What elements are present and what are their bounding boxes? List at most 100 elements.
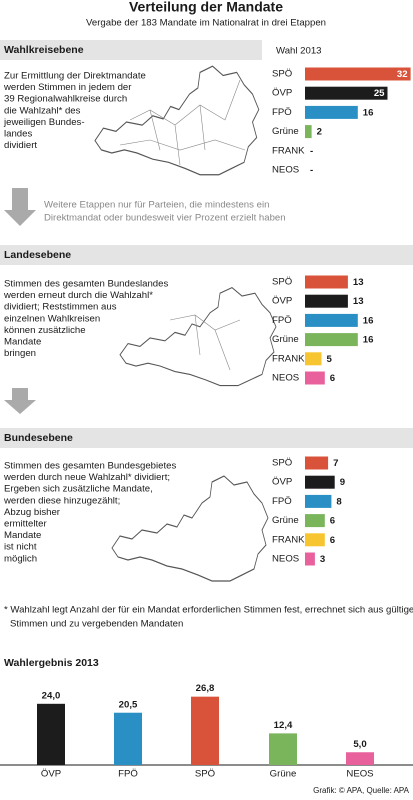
bar-label: FPÖ: [272, 496, 292, 507]
bar: [346, 752, 374, 765]
bar: [305, 313, 358, 327]
bar-label: Grüne: [272, 515, 299, 526]
bar: [305, 371, 325, 385]
section-text: Stimmen des gesamten Bundesgebietes: [4, 461, 176, 472]
section-text: werden Stimmen in jedem der: [3, 82, 132, 93]
value-label: 6: [330, 535, 335, 546]
bar: [305, 333, 358, 347]
section-text: bringen: [4, 348, 36, 359]
map-austria: [94, 65, 260, 176]
value-label: 6: [330, 373, 335, 384]
section-text: dividiert; Reststimmen aus: [4, 302, 117, 313]
value-label: 3: [320, 554, 325, 565]
bar-label: FRANK: [272, 145, 305, 156]
value-label: 9: [340, 477, 345, 488]
section-text: ist nicht: [4, 542, 37, 553]
bar-label: SPÖ: [272, 277, 292, 288]
value-label: 5: [327, 354, 333, 365]
subtitle: Vergabe der 183 Mandate im Nationalrat i…: [86, 18, 326, 29]
x-tick-label: FPÖ: [118, 769, 138, 780]
section-text: landes: [4, 129, 32, 140]
bar-label: NEOS: [272, 554, 299, 565]
section-text: werden erneut durch die Wahlzahl*: [3, 290, 153, 301]
bar: [191, 696, 219, 765]
section-header-bg: [0, 428, 413, 448]
value-label: 5,0: [353, 739, 366, 750]
value-label: 16: [363, 107, 374, 118]
value-label: 25: [374, 88, 385, 99]
section-text: können zusätzliche: [4, 325, 86, 336]
x-tick-label: NEOS: [346, 769, 373, 780]
section-text: möglich: [4, 553, 37, 564]
title: Verteilung der Mandate: [129, 0, 283, 15]
value-label: 12,4: [274, 720, 293, 731]
section-text: werden diese hinzugezählt;: [3, 495, 120, 506]
x-tick-label: SPÖ: [195, 769, 215, 780]
bar: [305, 352, 322, 366]
bar-label: FPÖ: [272, 315, 292, 326]
bar: [305, 456, 329, 470]
bar-label: ÖVP: [272, 296, 292, 307]
section-text: Mandate: [4, 337, 41, 348]
bar-label: ÖVP: [272, 477, 292, 488]
bar-label: Grüne: [272, 334, 299, 345]
section-text: Ergeben sich zusätzliche Mandate,: [4, 484, 153, 495]
section-text: einzelnen Wahlkreisen: [4, 313, 100, 324]
section-text: Stimmen des gesamten Bundeslandes: [4, 279, 168, 290]
bar: [305, 494, 332, 508]
value-label: 20,5: [119, 699, 138, 710]
section-header-bg: [0, 40, 262, 60]
value-label: -: [310, 146, 313, 157]
section-header: Bundesebene: [4, 432, 73, 444]
footnote: Stimmen und zu vergebenden Mandaten: [10, 619, 183, 630]
bar-label: FPÖ: [272, 107, 292, 118]
section-text: werden durch neue Wahlzahl* dividiert;: [3, 472, 170, 483]
section-text: Zur Ermittlung der Direktmandate: [4, 71, 146, 82]
bar-label: FRANK: [272, 353, 305, 364]
section-note: Wahl 2013: [276, 46, 322, 57]
value-label: 6: [330, 516, 335, 527]
bar-label: NEOS: [272, 165, 299, 176]
section-text: 39 Regionalwahlkreise durch: [4, 94, 127, 105]
value-label: 16: [363, 335, 374, 346]
bar: [305, 67, 411, 81]
value-label: 16: [363, 315, 374, 326]
value-label: 13: [353, 296, 364, 307]
value-label: 7: [333, 458, 338, 469]
section-header-bg: [0, 245, 413, 265]
bar: [305, 275, 348, 289]
value-label: 24,0: [42, 690, 61, 701]
value-label: 2: [317, 127, 322, 138]
bar: [269, 733, 297, 765]
map-austria: [119, 286, 277, 387]
credit: Grafik: © APA, Quelle: APA: [313, 786, 410, 795]
bar: [305, 125, 312, 139]
section-text: ermittelter: [4, 519, 47, 530]
arrow: [4, 388, 36, 414]
bar-label: FRANK: [272, 534, 305, 545]
value-label: 13: [353, 277, 364, 288]
value-label: 26,8: [196, 683, 215, 694]
bar: [305, 294, 348, 308]
x-tick-label: ÖVP: [41, 769, 61, 780]
section-text: die Wahlzahl* des: [4, 105, 81, 116]
bar: [305, 514, 325, 528]
bar-label: Grüne: [272, 126, 299, 137]
value-label: -: [310, 165, 313, 176]
bar: [305, 105, 358, 119]
footnote: * Wahlzahl legt Anzahl der für ein Manda…: [4, 605, 413, 616]
value-label: 32: [397, 69, 408, 80]
section-text: Mandate: [4, 530, 41, 541]
section-text: jeweiligen Bundes-: [3, 117, 85, 128]
bar: [305, 475, 335, 489]
bar-label: SPÖ: [272, 458, 292, 469]
arrow-note: Direktmandat oder bundesweit vier Prozen…: [44, 213, 286, 224]
bar: [37, 703, 65, 765]
arrow-note: Weitere Etappen nur für Parteien, die mi…: [44, 200, 269, 211]
x-tick-label: Grüne: [270, 769, 297, 780]
bar: [114, 712, 142, 765]
section-text: Abzug bisher: [4, 507, 61, 518]
bar-label: ÖVP: [272, 88, 292, 99]
bar: [305, 552, 315, 566]
